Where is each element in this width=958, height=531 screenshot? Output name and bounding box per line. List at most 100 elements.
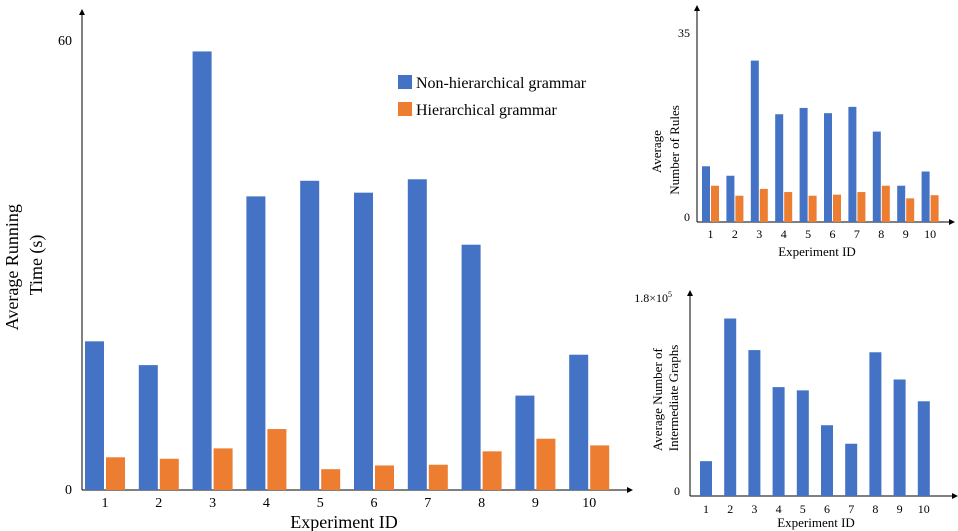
graphs-chart: 0 1.8×105 1 2 3 4 5 6 7 8 9 10 Experiment ID Aver… [634, 290, 958, 530]
main-bar-s2-6 [375, 465, 394, 490]
main-x-tick-1: 1 [102, 496, 109, 511]
graphs-x-tick-3: 3 [751, 502, 757, 516]
main-bar-s2-10 [590, 445, 610, 490]
main-bar-s1-10 [569, 354, 589, 490]
main-bar-s2-5 [321, 469, 341, 490]
rules-bar-s1-8 [872, 131, 881, 222]
rules-x-tick-2: 2 [732, 227, 738, 241]
rules-y-label-line-1: Average [649, 130, 664, 173]
rules-bar-s1-3 [750, 60, 759, 222]
rules-bar-s1-4 [775, 114, 784, 222]
graphs-x-tick-5: 5 [800, 502, 806, 516]
main-y-tick-60: 60 [58, 34, 72, 49]
graphs-y-label-line-1: Average Number of [650, 347, 665, 451]
rules-bar-s2-9 [906, 198, 915, 222]
graphs-bars [700, 318, 930, 496]
graphs-y-label: Average Number of Intermediate Graphs [650, 345, 681, 451]
main-x-tick-2: 2 [155, 496, 162, 511]
graphs-x-tick-6: 6 [824, 502, 830, 516]
graphs-x-tick-8: 8 [872, 502, 878, 516]
main-bar-s1-9 [515, 395, 535, 490]
rules-bar-s1-5 [799, 107, 808, 222]
main-bar-s2-8 [482, 451, 502, 490]
graphs-bar-s1-2 [724, 318, 737, 496]
main-x-tick-9: 9 [532, 496, 539, 511]
rules-bar-s2-5 [808, 195, 817, 222]
graphs-bar-s1-5 [796, 390, 809, 496]
legend-swatch-hierarchical [398, 102, 412, 116]
legend-swatch-non-hierarchical [398, 75, 412, 89]
main-bar-s1-6 [354, 192, 373, 490]
rules-x-label: Experiment ID [778, 244, 856, 259]
rules-bar-s1-2 [726, 175, 735, 222]
rules-bar-s1-10 [921, 171, 930, 222]
main-bar-s2-9 [536, 438, 556, 490]
main-bar-s1-2 [138, 365, 158, 490]
graphs-x-tick-1: 1 [703, 502, 709, 516]
main-y-label-line-1: Average Running [2, 204, 22, 330]
main-bar-s1-8 [461, 244, 481, 490]
rules-y-tick-0: 0 [684, 210, 690, 224]
graphs-y-tick-max: 1.8×105 [634, 290, 672, 305]
legend-label-non-hierarchical: Non-hierarchical grammar [416, 75, 587, 92]
rules-y-tick-35: 35 [678, 26, 690, 40]
main-y-tick-0: 0 [65, 483, 72, 498]
graphs-x-label: Experiment ID [777, 515, 855, 530]
rules-bar-s2-6 [833, 194, 841, 222]
rules-bar-s2-1 [711, 185, 719, 222]
rules-x-ticks: 1 2 3 4 5 6 7 8 9 10 [708, 227, 937, 241]
graphs-x-tick-7: 7 [848, 502, 854, 516]
rules-bar-s2-3 [759, 188, 768, 222]
graphs-x-tick-4: 4 [776, 502, 782, 516]
main-x-ticks: 1 2 3 4 5 6 7 8 9 10 [102, 496, 597, 511]
legend-label-hierarchical: Hierarchical grammar [416, 102, 557, 119]
graphs-bar-s1-3 [748, 350, 761, 496]
main-bar-s1-4 [246, 196, 266, 490]
main-bar-s2-1 [106, 457, 125, 490]
rules-x-tick-5: 5 [805, 227, 811, 241]
graphs-bar-s1-9 [893, 379, 906, 496]
rules-chart: 0 35 1 2 3 4 5 6 7 8 9 10 Experiment ID Average N… [649, 5, 955, 259]
rules-bar-s1-6 [824, 113, 832, 222]
rules-bar-s1-9 [897, 185, 906, 222]
rules-bar-s1-1 [702, 166, 710, 222]
graphs-x-tick-2: 2 [727, 502, 733, 516]
main-y-label: Average Running Time (s) [2, 200, 47, 331]
main-bar-s2-2 [159, 458, 179, 490]
main-chart: 0 60 1 2 3 4 5 6 7 8 9 10 Experiment ID Average R… [2, 9, 633, 531]
graphs-bar-s1-1 [700, 461, 712, 496]
main-x-tick-3: 3 [209, 496, 216, 511]
main-bar-s2-3 [213, 448, 233, 490]
rules-bar-s2-8 [881, 185, 890, 222]
rules-y-label: Average Number of Rules [649, 105, 682, 195]
graphs-bar-s1-4 [772, 387, 785, 496]
graphs-bar-s1-6 [821, 425, 833, 496]
main-bar-s1-3 [192, 51, 212, 490]
rules-bar-s2-4 [784, 192, 793, 222]
main-x-label: Experiment ID [290, 512, 397, 531]
main-bar-s1-5 [300, 180, 320, 491]
graphs-bar-s1-8 [869, 352, 882, 496]
rules-x-tick-6: 6 [830, 227, 836, 241]
graphs-y-tick-0: 0 [674, 484, 680, 498]
legend: Non-hierarchical grammar Hierarchical gr… [398, 75, 587, 119]
main-x-tick-5: 5 [317, 496, 324, 511]
rules-bar-s1-7 [848, 106, 857, 222]
rules-x-tick-8: 8 [878, 227, 884, 241]
rules-x-tick-7: 7 [854, 227, 860, 241]
main-x-tick-10: 10 [582, 496, 596, 511]
rules-x-tick-3: 3 [756, 227, 762, 241]
main-bar-s2-7 [428, 464, 448, 490]
graphs-y-tick-max-exp: 5 [668, 290, 672, 299]
main-bar-s1-7 [407, 179, 427, 490]
graphs-bar-s1-10 [917, 401, 930, 496]
main-bars [85, 51, 610, 491]
rules-bar-s2-10 [930, 195, 939, 222]
main-bar-s2-4 [267, 429, 287, 490]
main-y-label-line-2: Time (s) [26, 235, 47, 296]
main-x-tick-8: 8 [478, 496, 485, 511]
rules-x-tick-10: 10 [924, 227, 936, 241]
graphs-y-label-line-2: Intermediate Graphs [666, 345, 681, 451]
rules-bars [702, 60, 939, 222]
